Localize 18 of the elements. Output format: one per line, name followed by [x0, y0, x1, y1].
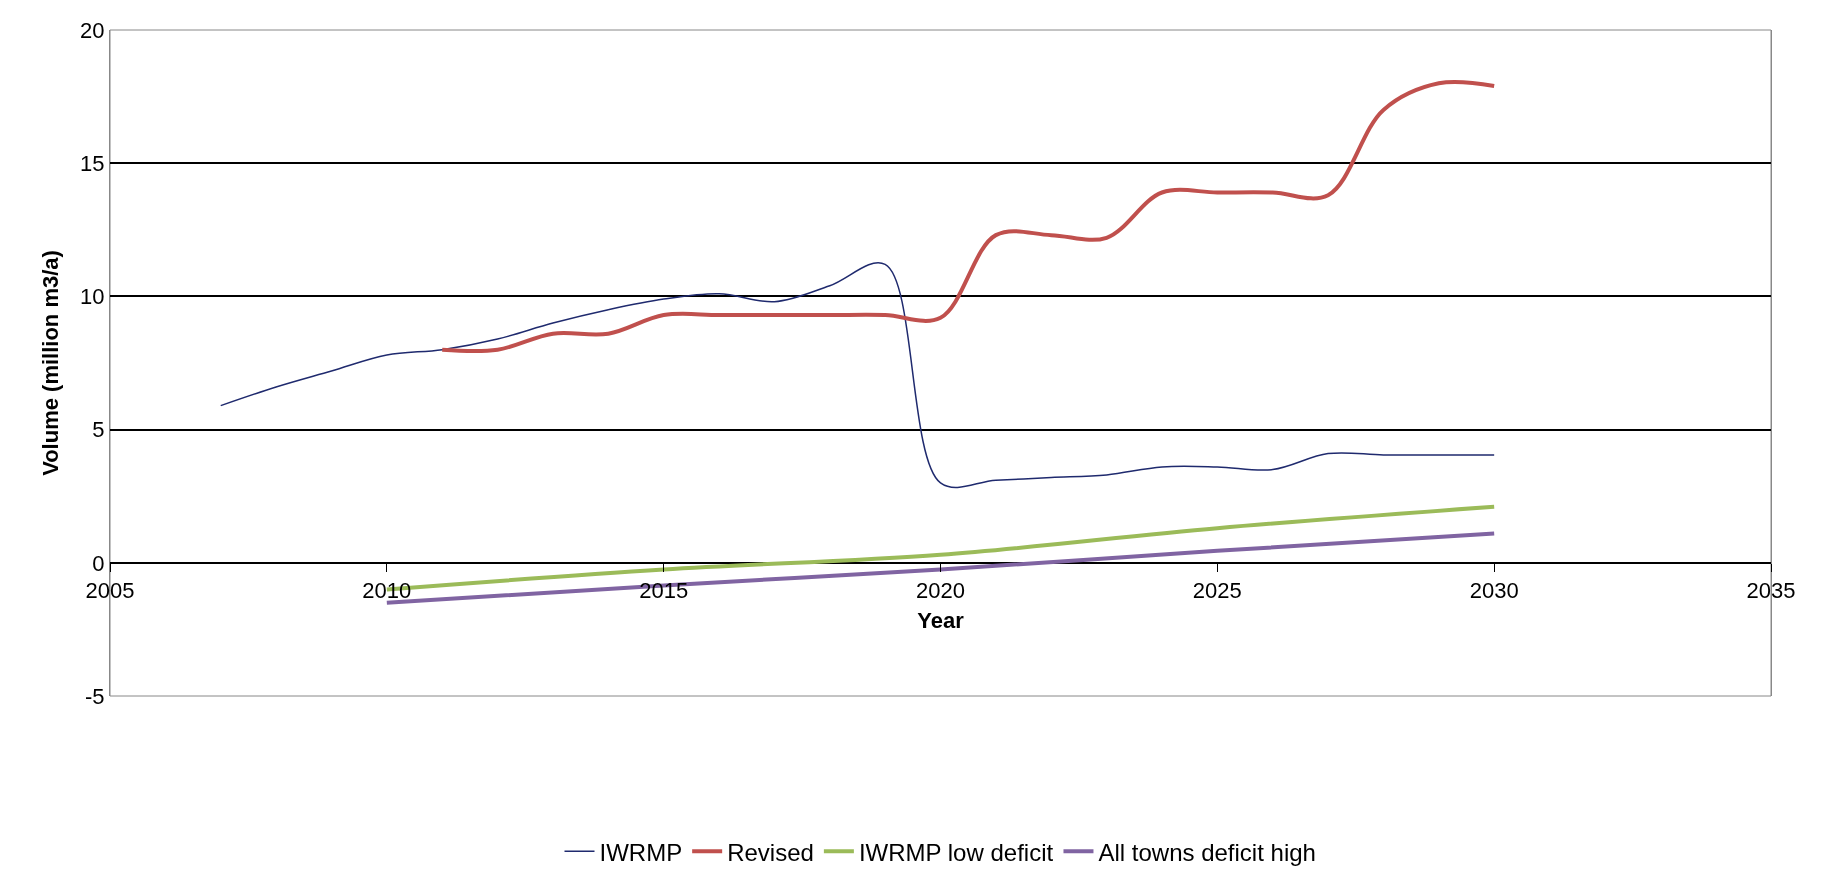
x-tick-label: 2025 [1192, 578, 1242, 604]
x-axis-title: Year [917, 608, 965, 634]
legend-label: Revised [727, 838, 814, 866]
x-tick-label: 2035 [1746, 578, 1796, 604]
y-tick-label: 20 [80, 17, 105, 43]
y-tick-label: 15 [80, 150, 105, 176]
y-axis-title: Volume (million m3/a) [37, 250, 63, 476]
y-tick-label: -5 [85, 683, 105, 709]
x-tick-label: 2005 [85, 578, 135, 604]
legend-label: All towns deficit high [1098, 838, 1316, 866]
y-tick-label: 0 [92, 550, 105, 576]
y-tick-label: 5 [92, 417, 105, 443]
legend-label: IWRMP [599, 838, 683, 866]
legend-label: IWRMP low deficit [858, 838, 1054, 866]
x-tick-label: 2010 [362, 578, 412, 604]
x-tick-label: 2030 [1469, 578, 1519, 604]
y-tick-label: 10 [80, 284, 105, 310]
x-tick-label: 2020 [916, 578, 965, 604]
